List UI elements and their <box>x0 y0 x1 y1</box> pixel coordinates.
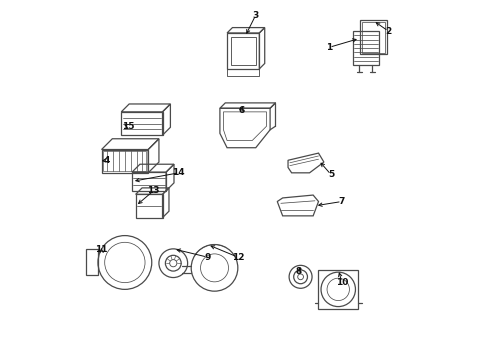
Text: 8: 8 <box>295 267 302 276</box>
Text: 13: 13 <box>147 186 160 195</box>
Text: 9: 9 <box>204 253 211 262</box>
Text: 11: 11 <box>96 246 108 255</box>
Text: 7: 7 <box>339 197 345 206</box>
Text: 14: 14 <box>172 168 185 177</box>
Text: 10: 10 <box>336 278 348 287</box>
Text: 12: 12 <box>232 253 244 262</box>
Text: 4: 4 <box>104 156 110 165</box>
Text: 5: 5 <box>328 170 334 179</box>
Text: 6: 6 <box>238 105 245 114</box>
Text: 1: 1 <box>326 43 332 52</box>
Text: 2: 2 <box>385 27 392 36</box>
Text: 3: 3 <box>253 10 259 19</box>
Text: 15: 15 <box>122 122 135 131</box>
